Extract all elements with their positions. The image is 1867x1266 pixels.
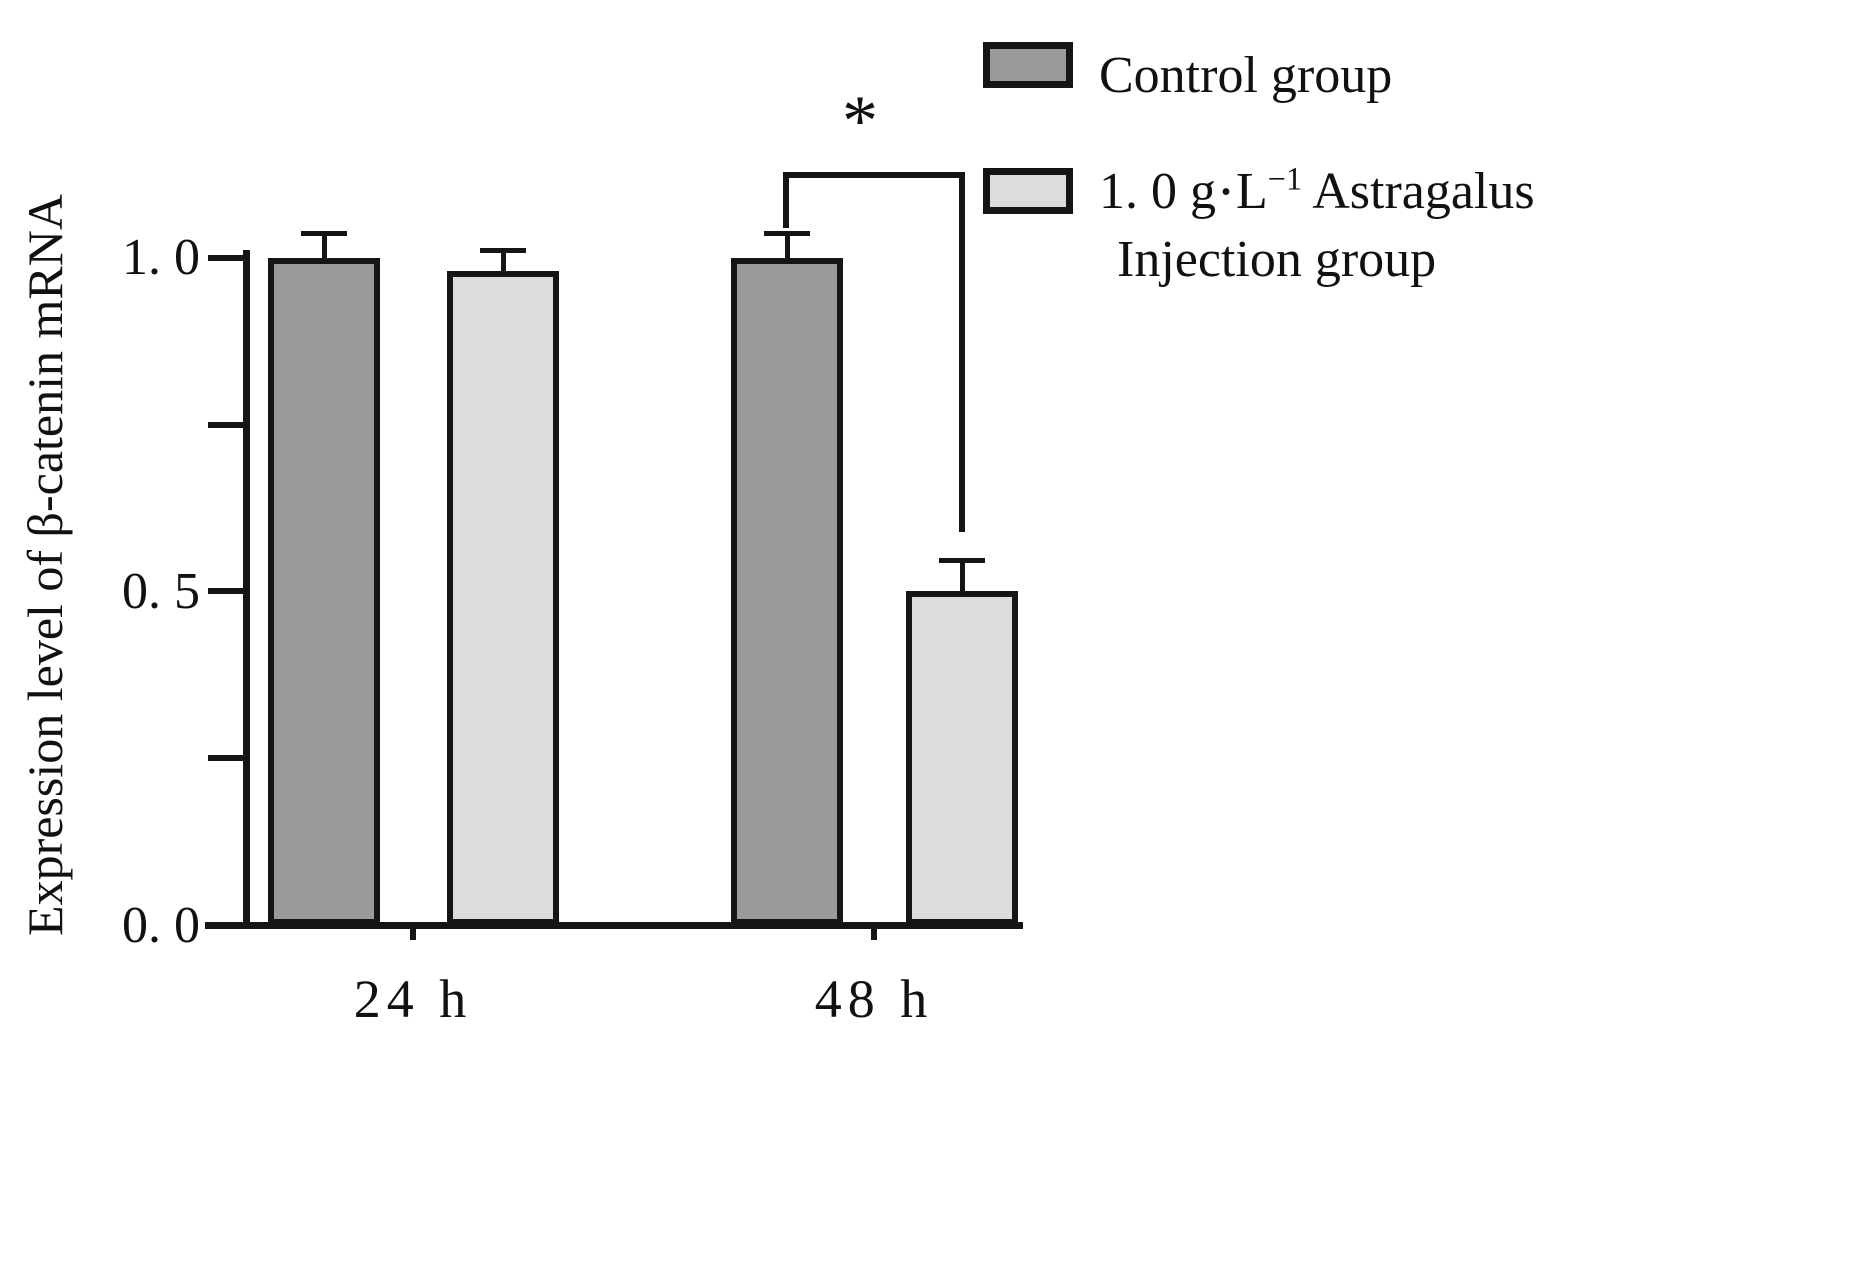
error-bar-stem-control-24h xyxy=(322,231,327,262)
error-bar-cap-control-24h xyxy=(301,231,347,236)
y-tick-mark-1 xyxy=(208,255,246,261)
bar-control-24h xyxy=(268,258,380,925)
x-category-label-48h: 48 h xyxy=(814,969,934,1029)
legend-swatch-control xyxy=(983,42,1073,88)
x-tick-mark-24h xyxy=(410,929,416,940)
legend-item-astragalus: 1. 0 g •L−1 Astragalus Injection group xyxy=(983,158,1535,293)
x-category-label-24h: 24 h xyxy=(353,969,473,1029)
error-bar-cap-astragalus-48h xyxy=(939,558,985,563)
bar-astragalus-24h xyxy=(447,271,559,925)
bar-control-48h xyxy=(731,258,843,925)
legend-label-control: Control group xyxy=(1099,47,1393,104)
y-tick-mark-0.75 xyxy=(208,422,246,428)
legend-label-astragalus: 1. 0 g •L−1 Astragalus Injection group xyxy=(1099,158,1535,293)
legend-astragalus-name: Astragalus xyxy=(1302,163,1535,220)
y-axis-line xyxy=(243,250,250,929)
error-bar-stem-astragalus-24h xyxy=(501,248,506,275)
significance-bracket-left xyxy=(783,172,789,228)
error-bar-stem-astragalus-48h xyxy=(960,558,965,595)
x-axis-line xyxy=(205,922,1023,929)
error-bar-cap-control-48h xyxy=(764,231,810,236)
x-tick-mark-48h xyxy=(871,929,877,940)
error-bar-stem-control-48h xyxy=(785,231,790,262)
y-tick-label-0-0: 0. 0 xyxy=(122,897,200,954)
legend-astragalus-line2: Injection group xyxy=(1117,230,1437,288)
y-tick-mark-0.5 xyxy=(208,588,246,594)
legend-astragalus-dose: 1. 0 g xyxy=(1099,163,1216,220)
y-tick-label-0-5: 0. 5 xyxy=(122,563,200,620)
bar-astragalus-48h xyxy=(906,591,1018,925)
significance-bracket-right xyxy=(959,172,965,532)
legend-item-control: Control group xyxy=(983,42,1392,110)
error-bar-cap-astragalus-24h xyxy=(480,248,526,253)
legend-astragalus-exponent: −1 xyxy=(1267,160,1303,197)
significance-asterisk: * xyxy=(842,81,878,161)
legend-astragalus-unit: L xyxy=(1236,163,1268,220)
significance-bracket-top xyxy=(783,172,965,178)
multiplication-dot: • xyxy=(1221,176,1232,208)
y-tick-label-1-0: 1. 0 xyxy=(122,229,200,286)
legend-swatch-astragalus xyxy=(983,168,1073,214)
y-tick-mark-0.25 xyxy=(208,755,246,761)
